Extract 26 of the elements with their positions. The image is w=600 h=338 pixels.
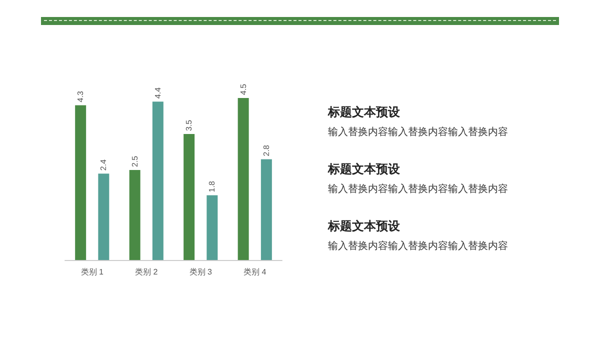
data-label: 4.3 xyxy=(76,90,86,102)
text: 标题文本预设 xyxy=(328,218,401,235)
bar xyxy=(184,134,195,260)
x-tick-label: 类别 2 xyxy=(135,268,158,276)
data-label: 2.5 xyxy=(130,155,140,167)
x-tick-label: 类别 4 xyxy=(244,268,267,276)
data-label: 2.8 xyxy=(262,144,271,156)
data-label: 2.4 xyxy=(99,158,108,171)
text: 输入替换内容输入替换内容输入替换内容 xyxy=(328,126,509,139)
bar xyxy=(238,98,249,260)
bar xyxy=(260,159,272,260)
data-label: 1.8 xyxy=(208,180,217,192)
bar xyxy=(129,170,140,260)
data-label: 4.5 xyxy=(238,83,248,95)
text: 输入替换内容输入替换内容输入替换内容 xyxy=(328,183,509,196)
bar xyxy=(75,105,86,260)
x-tick-label: 类别 1 xyxy=(80,268,104,276)
data-label: 4.4 xyxy=(153,86,162,99)
bar xyxy=(206,195,218,260)
text: 输入替换内容输入替换内容输入替换内容 xyxy=(328,240,509,253)
bar xyxy=(152,102,164,260)
bar xyxy=(98,174,110,260)
data-label: 3.5 xyxy=(184,119,194,131)
text: 标题文本预设 xyxy=(328,104,401,121)
text: 标题文本预设 xyxy=(328,161,401,178)
x-tick-label: 类别 3 xyxy=(189,268,213,276)
